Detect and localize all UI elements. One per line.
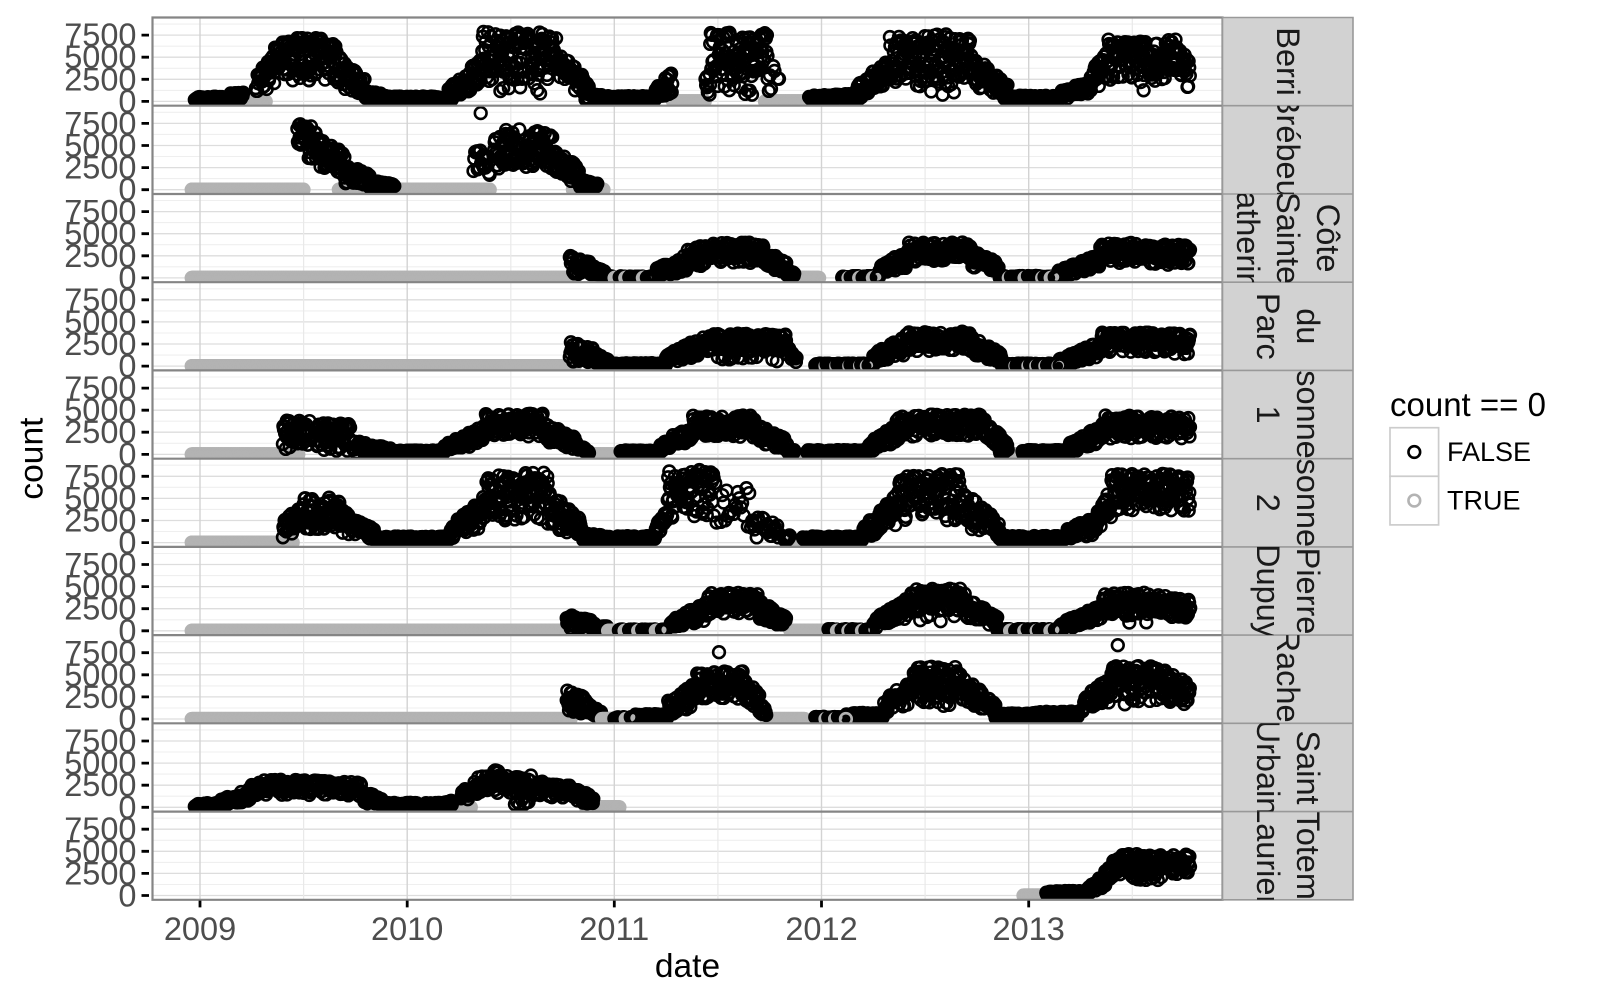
svg-text:FALSE: FALSE xyxy=(1447,437,1531,467)
svg-text:TRUE: TRUE xyxy=(1447,486,1521,516)
svg-text:7500: 7500 xyxy=(64,370,136,406)
svg-text:0: 0 xyxy=(118,260,136,296)
svg-text:0: 0 xyxy=(118,701,136,737)
svg-text:2500: 2500 xyxy=(64,238,136,274)
svg-text:TotemLaurier: TotemLaurier xyxy=(1250,805,1326,906)
svg-text:5000: 5000 xyxy=(64,128,136,164)
svg-text:2500: 2500 xyxy=(64,414,136,450)
svg-text:2500: 2500 xyxy=(64,679,136,715)
svg-text:0: 0 xyxy=(118,172,136,208)
svg-text:0: 0 xyxy=(118,789,136,825)
svg-text:Maisonneuve2: Maisonneuve2 xyxy=(1250,406,1326,599)
svg-text:5000: 5000 xyxy=(64,39,136,75)
svg-text:7500: 7500 xyxy=(64,635,136,671)
svg-text:2500: 2500 xyxy=(64,326,136,362)
svg-text:Berri: Berri xyxy=(1270,27,1306,96)
svg-text:5000: 5000 xyxy=(64,304,136,340)
svg-text:7500: 7500 xyxy=(64,811,136,847)
svg-text:0: 0 xyxy=(118,436,136,472)
svg-text:7500: 7500 xyxy=(64,17,136,53)
svg-text:PierreDupuy: PierreDupuy xyxy=(1250,544,1326,639)
svg-text:0: 0 xyxy=(118,525,136,561)
svg-text:0: 0 xyxy=(118,878,136,914)
svg-text:0: 0 xyxy=(118,83,136,119)
svg-text:count: count xyxy=(14,417,51,500)
svg-text:2500: 2500 xyxy=(64,503,136,539)
svg-text:Brébeuf: Brébeuf xyxy=(1270,93,1306,208)
svg-text:Rachel: Rachel xyxy=(1270,629,1306,730)
svg-text:5000: 5000 xyxy=(64,833,136,869)
svg-text:2500: 2500 xyxy=(64,767,136,803)
svg-text:2500: 2500 xyxy=(64,61,136,97)
svg-text:7500: 7500 xyxy=(64,194,136,230)
svg-text:2010: 2010 xyxy=(371,911,443,947)
svg-text:0: 0 xyxy=(118,348,136,384)
svg-text:5000: 5000 xyxy=(64,392,136,428)
svg-text:2011: 2011 xyxy=(579,911,649,947)
svg-text:5000: 5000 xyxy=(64,480,136,516)
svg-text:2012: 2012 xyxy=(785,911,857,947)
svg-text:duParc: duParc xyxy=(1250,293,1326,360)
svg-text:2500: 2500 xyxy=(64,150,136,186)
svg-text:7500: 7500 xyxy=(64,723,136,759)
svg-text:5000: 5000 xyxy=(64,216,136,252)
svg-text:5000: 5000 xyxy=(64,657,136,693)
svg-text:count == 0: count == 0 xyxy=(1390,386,1546,423)
svg-text:CôteSainteCatherine: CôteSainteCatherine xyxy=(1230,168,1346,309)
svg-text:7500: 7500 xyxy=(64,458,136,494)
svg-text:Maisonneuve1: Maisonneuve1 xyxy=(1250,318,1326,511)
svg-text:5000: 5000 xyxy=(64,745,136,781)
svg-text:5000: 5000 xyxy=(64,569,136,605)
svg-text:2009: 2009 xyxy=(164,911,236,947)
svg-text:2013: 2013 xyxy=(993,911,1065,947)
svg-text:SaintUrbain: SaintUrbain xyxy=(1250,720,1326,816)
svg-text:0: 0 xyxy=(118,613,136,649)
svg-text:2500: 2500 xyxy=(64,855,136,891)
svg-text:7500: 7500 xyxy=(64,105,136,141)
svg-text:7500: 7500 xyxy=(64,547,136,583)
svg-text:7500: 7500 xyxy=(64,282,136,318)
svg-text:date: date xyxy=(655,948,720,985)
svg-text:2500: 2500 xyxy=(64,591,136,627)
